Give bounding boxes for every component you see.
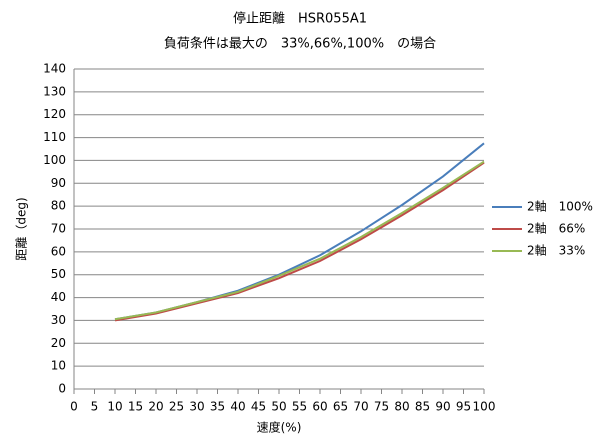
- x-tick-label: 65: [333, 400, 348, 414]
- legend-label: 2軸 100%: [527, 200, 593, 214]
- x-tick-label: 5: [91, 400, 99, 414]
- legend-label: 2軸 66%: [527, 222, 585, 236]
- x-tick-label: 45: [251, 400, 266, 414]
- x-tick-label: 25: [169, 400, 184, 414]
- x-tick-label: 70: [353, 400, 368, 414]
- y-tick-label: 40: [51, 290, 66, 304]
- y-axis-label: 距離（deg): [15, 197, 29, 260]
- x-tick-label: 95: [456, 400, 471, 414]
- x-tick-label: 40: [230, 400, 245, 414]
- x-tick-label: 90: [435, 400, 450, 414]
- series-line: [114, 160, 485, 321]
- x-tick-label: 55: [292, 400, 307, 414]
- x-tick-label: 60: [312, 400, 327, 414]
- y-tick-label: 140: [43, 62, 66, 76]
- x-tick-label: 50: [271, 400, 286, 414]
- y-tick-label: 110: [43, 130, 66, 144]
- x-tick-label: 75: [374, 400, 389, 414]
- y-tick-label: 90: [51, 176, 66, 190]
- x-tick-label: 15: [128, 400, 143, 414]
- y-tick-label: 70: [51, 222, 66, 236]
- x-tick-label: 30: [189, 400, 204, 414]
- chart-title: 停止距離 HSR055A1: [233, 11, 367, 27]
- x-tick-label: 100: [473, 400, 496, 414]
- y-tick-label: 60: [51, 244, 66, 258]
- legend-label: 2軸 33%: [527, 244, 585, 258]
- x-tick-label: 20: [148, 400, 163, 414]
- x-tick-label: 35: [210, 400, 225, 414]
- x-axis-label: 速度(%): [257, 420, 302, 435]
- y-tick-label: 30: [51, 313, 66, 327]
- y-tick-label: 20: [51, 336, 66, 350]
- y-tick-label: 10: [51, 359, 66, 373]
- y-tick-label: 80: [51, 199, 66, 213]
- y-tick-label: 130: [43, 84, 66, 98]
- y-tick-label: 0: [58, 382, 66, 396]
- x-tick-label: 10: [107, 400, 122, 414]
- x-tick-label: 0: [70, 400, 78, 414]
- y-tick-label: 120: [43, 107, 66, 121]
- series-line: [114, 161, 485, 322]
- series-line: [114, 142, 485, 321]
- y-tick-label: 50: [51, 267, 66, 281]
- x-tick-label: 85: [415, 400, 430, 414]
- y-tick-label: 100: [43, 153, 66, 167]
- x-tick-label: 80: [394, 400, 409, 414]
- chart-subtitle: 負荷条件は最大の 33%,66%,100% の場合: [164, 36, 436, 52]
